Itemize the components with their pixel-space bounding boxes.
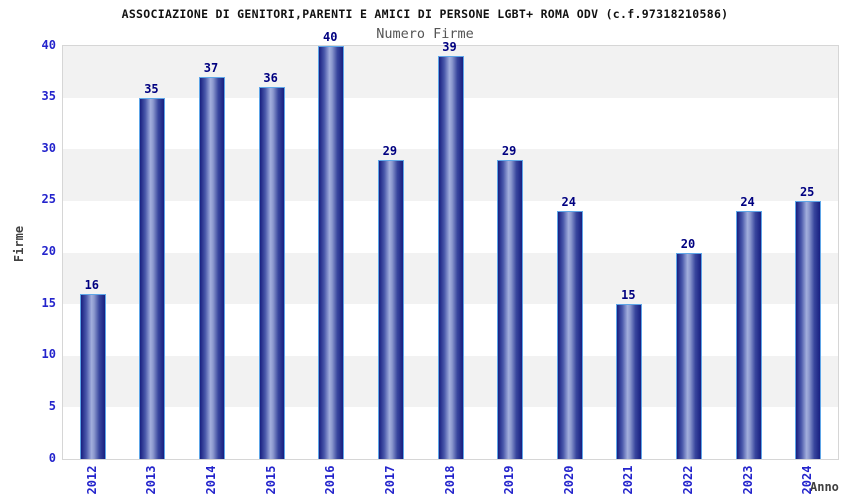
bar-value-label: 40: [323, 30, 338, 44]
x-tick-label: 2017: [382, 465, 397, 495]
bar-value-label: 35: [144, 81, 159, 96]
bar-value-label: 37: [203, 60, 219, 75]
bar-value-label: 29: [501, 143, 517, 158]
bar-value-label: 39: [442, 40, 457, 55]
bar-value-label: 25: [799, 184, 815, 199]
bar-value-label: 29: [382, 143, 398, 158]
bar-value-label: 20: [680, 236, 696, 251]
x-axis-title: Anno: [810, 480, 839, 494]
chart-title: ASSOCIAZIONE DI GENITORI,PARENTI E AMICI…: [121, 7, 729, 21]
bar-2013: [139, 97, 166, 459]
y-tick-label: 5: [48, 398, 56, 413]
x-tick-label: 2019: [502, 465, 517, 495]
x-tick-label: 2013: [144, 465, 159, 495]
bar-2018: [437, 56, 464, 459]
x-tick-label: 2016: [323, 465, 338, 495]
plot-area: [62, 45, 839, 460]
bar-2021: [616, 304, 643, 459]
bar-2017: [377, 159, 404, 459]
x-tick-label: 2012: [84, 465, 99, 495]
y-tick-label: 10: [41, 347, 56, 362]
bar-value-label: 24: [740, 195, 755, 210]
bar-value-label: 24: [561, 195, 576, 210]
x-tick-label: 2024: [800, 465, 815, 495]
bar-2012: [79, 293, 106, 459]
x-tick-label: 2021: [621, 465, 636, 495]
y-tick-label: 40: [41, 37, 56, 52]
bar-2024: [795, 200, 822, 459]
bar-2019: [497, 159, 524, 459]
x-tick-label: 2018: [442, 465, 457, 495]
y-tick-label: 20: [41, 244, 56, 258]
x-tick-label: 2014: [204, 465, 219, 495]
bar-2020: [556, 211, 583, 459]
bar-2014: [199, 76, 226, 459]
bar-value-label: 15: [621, 288, 636, 303]
x-tick-label: 2022: [680, 465, 695, 495]
x-tick-label: 2020: [561, 465, 576, 495]
x-tick-label: 2023: [740, 465, 755, 495]
bar-2015: [258, 87, 285, 459]
y-tick-label: 0: [48, 450, 56, 465]
x-tick-label: 2015: [263, 465, 278, 495]
y-tick-label: 35: [41, 89, 56, 104]
y-tick-label: 15: [41, 295, 56, 310]
bar-value-label: 16: [84, 277, 100, 292]
y-tick-label: 30: [41, 140, 56, 155]
bar-2023: [735, 211, 762, 459]
bar-value-label: 36: [263, 71, 278, 86]
y-tick-label: 25: [41, 192, 56, 207]
bar-2022: [675, 252, 702, 459]
bar-2016: [318, 46, 345, 459]
chart-subtitle: Numero Firme: [376, 26, 474, 42]
